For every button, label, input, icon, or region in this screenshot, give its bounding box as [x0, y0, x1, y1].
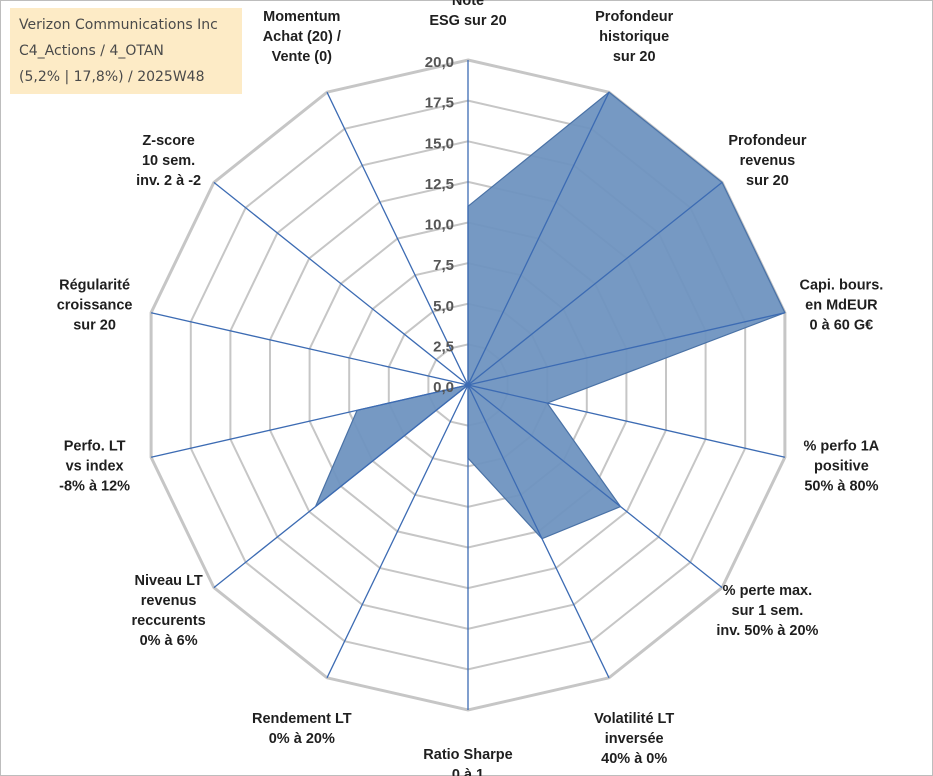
portfolio-path: C4_Actions / 4_OTAN	[19, 43, 164, 59]
category-label: Capi. bours. en MdEUR 0 à 60 G€	[800, 278, 884, 334]
category-label-line: croissance	[57, 298, 133, 314]
category-label-line: sur 20	[613, 49, 656, 65]
category-label-line: en MdEUR	[805, 298, 878, 314]
performance-period: (5,2% | 17,8%) / 2025W48	[19, 69, 205, 85]
category-label-line: Régularité	[59, 278, 130, 294]
category-label: Ratio Sharpe 0 à 1	[423, 747, 512, 776]
category-label-line: inversée	[605, 731, 664, 747]
category-label: % perfo 1A positive 50% à 80%	[804, 438, 880, 494]
category-label-line: Achat (20) /	[263, 29, 341, 45]
spoke	[467, 384, 610, 679]
category-label-line: Perfo. LT	[64, 438, 126, 454]
category-label-line: Vente (0)	[272, 49, 333, 65]
tick-label: 12,5	[425, 176, 454, 193]
category-label-line: sur 1 sem.	[732, 603, 804, 619]
category-label-line: Z-score	[142, 133, 194, 149]
category-label-line: 10 sem.	[142, 153, 195, 169]
tick-label: 7,5	[433, 257, 454, 274]
category-label-line: % perte max.	[723, 583, 812, 599]
category-label: Z-score 10 sem. inv. 2 à -2	[136, 133, 201, 189]
category-label-line: 40% à 0%	[601, 751, 667, 767]
spoke	[213, 384, 469, 589]
spoke	[150, 312, 469, 386]
spoke	[467, 181, 723, 386]
tick-label: 5,0	[433, 298, 454, 315]
tick-label: 2,5	[433, 338, 454, 355]
spoke	[150, 384, 469, 458]
category-label-line: 0% à 20%	[269, 731, 335, 747]
category-label-line: Capi. bours.	[800, 278, 884, 294]
radar-spokes	[150, 60, 786, 710]
tick-label: 0,0	[433, 379, 454, 396]
category-label: Momentum Achat (20) / Vente (0)	[263, 9, 341, 65]
category-label-line: % perfo 1A	[804, 438, 880, 454]
category-label: Profondeur revenus sur 20	[728, 133, 806, 189]
tick-label: 15,0	[425, 135, 454, 152]
category-label-line: Profondeur	[728, 133, 806, 149]
category-label-line: sur 20	[746, 173, 789, 189]
tick-label: 20,0	[425, 54, 454, 71]
category-label-line: 0% à 6%	[140, 633, 198, 649]
category-label: Volatilité LT inversée 40% à 0%	[594, 711, 674, 767]
category-label-line: sur 20	[73, 318, 116, 334]
spoke	[467, 91, 610, 386]
tick-label: 17,5	[425, 95, 454, 112]
category-label: % perte max. sur 1 sem. inv. 50% à 20%	[716, 583, 818, 639]
spoke	[213, 181, 469, 386]
category-label-line: ESG sur 20	[429, 13, 506, 29]
spoke	[467, 384, 723, 589]
category-label-line: Note	[452, 0, 484, 9]
category-label: Régularité croissance sur 20	[57, 278, 133, 334]
category-label: Rendement LT 0% à 20%	[252, 711, 352, 747]
category-label-line: reccurents	[132, 613, 206, 629]
category-label-line: historique	[599, 29, 669, 45]
spoke	[467, 312, 786, 386]
category-label-line: inv. 50% à 20%	[716, 623, 818, 639]
category-label-line: Ratio Sharpe	[423, 747, 512, 763]
category-label-line: Rendement LT	[252, 711, 352, 727]
category-label-line: inv. 2 à -2	[136, 173, 201, 189]
category-label: Niveau LT revenus reccurents 0% à 6%	[132, 573, 206, 649]
category-label-line: Momentum	[263, 9, 340, 25]
category-label-line: 50% à 80%	[804, 478, 878, 494]
category-label-line: positive	[814, 458, 869, 474]
category-label-line: -8% à 12%	[59, 478, 130, 494]
spoke	[326, 384, 469, 679]
company-name: Verizon Communications Inc	[19, 17, 218, 33]
category-label-line: 0 à 60 G€	[810, 318, 874, 334]
category-label: Note ESG sur 20	[429, 0, 506, 29]
category-label: Profondeur historique sur 20	[595, 9, 673, 65]
tick-label: 10,0	[425, 217, 454, 234]
info-box: Verizon Communications Inc C4_Actions / …	[10, 8, 242, 94]
category-labels: Note ESG sur 20 Profondeur historique sur 20…	[57, 0, 884, 776]
category-label: Perfo. LT vs index -8% à 12%	[59, 438, 130, 494]
spoke	[326, 91, 469, 386]
category-label-line: vs index	[66, 458, 124, 474]
category-label-line: Niveau LT	[134, 573, 202, 589]
category-label-line: Profondeur	[595, 9, 673, 25]
category-label-line: 0 à 1	[452, 767, 484, 776]
spoke	[467, 384, 786, 458]
radial-tick-labels: 0,0 2,5 5,0 7,5 10,0 12,5 15,0 17,5 20,0	[425, 54, 454, 396]
category-label-line: Volatilité LT	[594, 711, 674, 727]
category-label-line: revenus	[740, 153, 796, 169]
category-label-line: revenus	[141, 593, 197, 609]
